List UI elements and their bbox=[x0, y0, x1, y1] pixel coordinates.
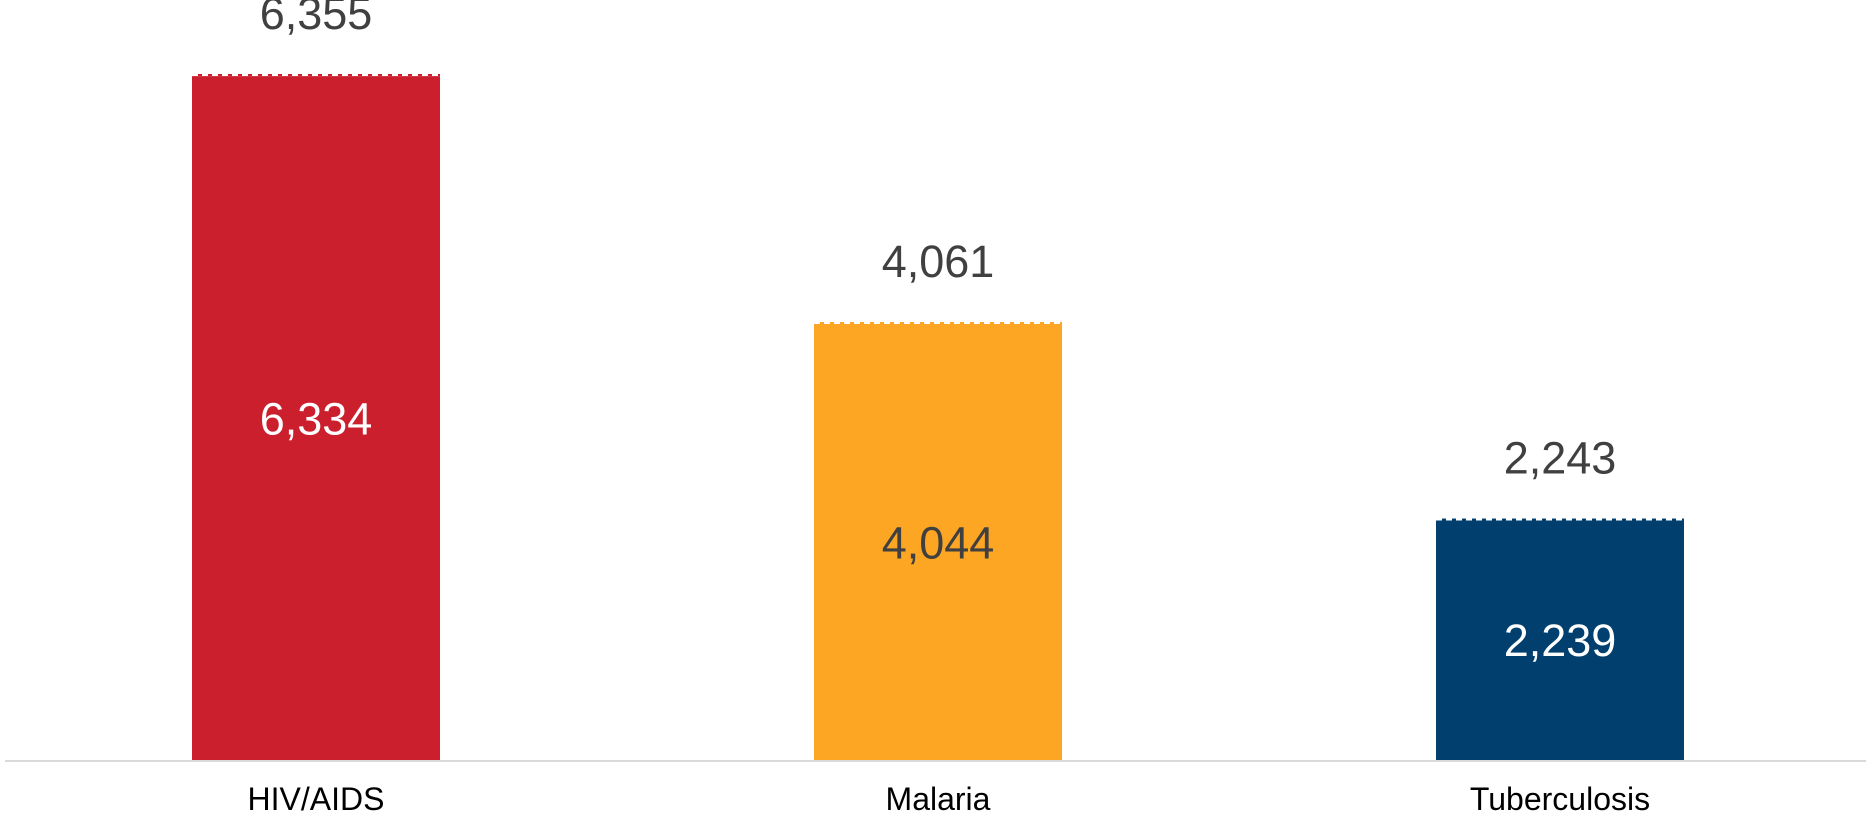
inner-labels-layer: 6,334 4,044 2,239 bbox=[260, 394, 1617, 666]
category-label-tuberculosis: Tuberculosis bbox=[1470, 781, 1650, 817]
bars-layer bbox=[192, 74, 1684, 761]
value-label-malaria: 4,044 bbox=[882, 517, 995, 568]
bar-malaria bbox=[814, 323, 1062, 761]
total-label-hiv-aids: 6,355 bbox=[260, 0, 373, 39]
bar-hiv-aids bbox=[192, 76, 440, 761]
category-label-hiv-aids: HIV/AIDS bbox=[248, 781, 385, 817]
category-labels-layer: HIV/AIDS Malaria Tuberculosis bbox=[248, 781, 1651, 817]
category-label-malaria: Malaria bbox=[886, 781, 991, 817]
bar-tuberculosis bbox=[1436, 518, 1684, 761]
total-labels-layer: 6,355 4,061 2,243 bbox=[260, 0, 1617, 484]
value-label-hiv-aids: 6,334 bbox=[260, 394, 373, 445]
total-label-malaria: 4,061 bbox=[882, 236, 995, 287]
value-label-tuberculosis: 2,239 bbox=[1504, 615, 1617, 666]
total-label-tuberculosis: 2,243 bbox=[1504, 433, 1617, 484]
